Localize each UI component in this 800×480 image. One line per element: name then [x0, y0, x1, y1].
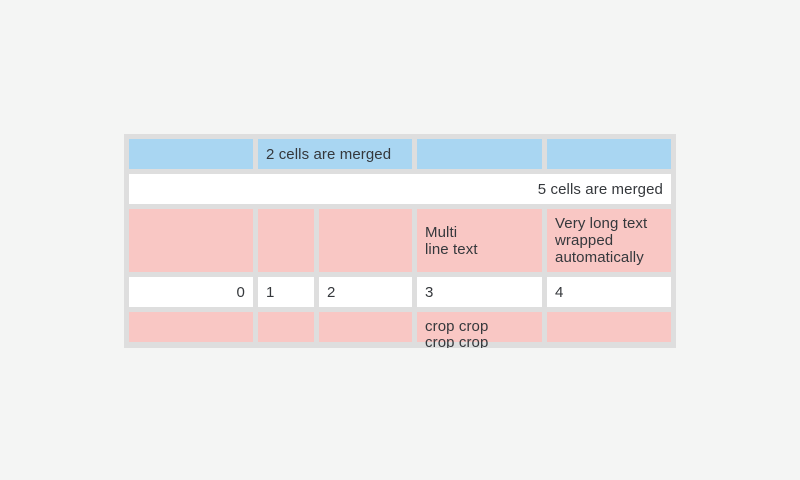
- table-cell-r4c3[interactable]: 2: [319, 277, 412, 307]
- table-cell-r1-merged-2[interactable]: 2 cells are merged: [258, 139, 412, 169]
- table-cell-r5c4-cropped[interactable]: crop crop crop crop: [417, 312, 542, 348]
- table-cell-r5c5[interactable]: [547, 312, 671, 342]
- table-cell-r1c5[interactable]: [547, 139, 671, 169]
- table-cell-r1c4[interactable]: [417, 139, 542, 169]
- table-cell-r4c5[interactable]: 4: [547, 277, 671, 307]
- table-cell-r3c2[interactable]: [258, 209, 314, 272]
- table-cell-r5c3[interactable]: [319, 312, 412, 342]
- table-cell-r5c2[interactable]: [258, 312, 314, 342]
- table-cell-r4c1[interactable]: 0: [129, 277, 253, 307]
- table-cell-r4c2[interactable]: 1: [258, 277, 314, 307]
- table-cell-r2-merged-5[interactable]: 5 cells are merged: [129, 174, 671, 204]
- table-cell-r4c4[interactable]: 3: [417, 277, 542, 307]
- table-widget: 2 cells are merged 5 cells are merged Mu…: [124, 134, 676, 348]
- table-cell-r3c1[interactable]: [129, 209, 253, 272]
- table-cell-r3c3[interactable]: [319, 209, 412, 272]
- table-cell-r1c1[interactable]: [129, 139, 253, 169]
- table-cell-r3c5-wrapped[interactable]: Very long text wrapped automatically: [547, 209, 671, 272]
- table-cell-r5c1[interactable]: [129, 312, 253, 342]
- table-cell-r3c4-multiline[interactable]: Multi line text: [417, 209, 542, 272]
- table-grid: 2 cells are merged 5 cells are merged Mu…: [129, 139, 671, 348]
